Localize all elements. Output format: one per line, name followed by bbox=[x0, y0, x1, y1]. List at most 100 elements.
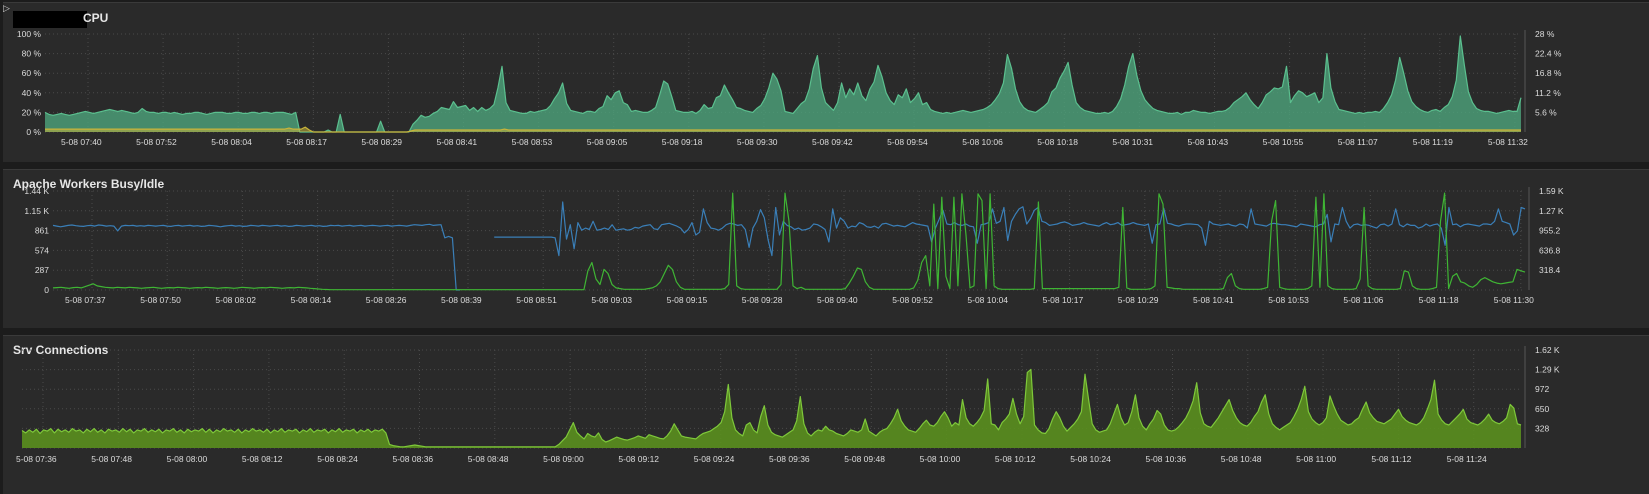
x-tick-label: 5-08 08:36 bbox=[393, 454, 434, 464]
x-tick-label: 5-08 07:40 bbox=[61, 137, 102, 147]
y-tick-left: 574 bbox=[35, 245, 49, 255]
x-tick-label: 5-08 10:18 bbox=[1037, 137, 1078, 147]
y-tick-right: 28 % bbox=[1535, 29, 1555, 39]
x-tick-label: 5-08 07:52 bbox=[136, 137, 177, 147]
y-tick-right: 11.2 % bbox=[1535, 88, 1561, 98]
x-tick-label: 5-08 08:14 bbox=[291, 295, 332, 305]
x-tick-label: 5-08 11:19 bbox=[1413, 137, 1453, 147]
x-tick-label: 5-08 10:06 bbox=[962, 137, 1003, 147]
y-tick-left: 287 bbox=[35, 265, 49, 275]
y-tick-left: 100 % bbox=[17, 29, 42, 39]
x-tick-label: 5-08 10:04 bbox=[967, 295, 1008, 305]
y-tick-right: 1.27 K bbox=[1539, 206, 1564, 216]
x-tick-label: 5-08 11:06 bbox=[1343, 295, 1383, 305]
x-tick-label: 5-08 10:00 bbox=[920, 454, 961, 464]
x-tick-label: 5-08 09:40 bbox=[817, 295, 858, 305]
x-tick-label: 5-08 09:05 bbox=[587, 137, 628, 147]
x-tick-label: 5-08 09:54 bbox=[887, 137, 928, 147]
panel-title: Srv Connections bbox=[13, 343, 109, 357]
panel-title: Apache Workers Busy/Idle bbox=[13, 177, 165, 191]
x-tick-label: 5-08 10:17 bbox=[1043, 295, 1084, 305]
x-tick-label: 5-08 11:12 bbox=[1371, 454, 1411, 464]
x-tick-label: 5-08 10:29 bbox=[1118, 295, 1159, 305]
x-tick-label: 5-08 11:00 bbox=[1296, 454, 1336, 464]
x-tick-label: 5-08 08:39 bbox=[441, 295, 482, 305]
x-tick-label: 5-08 09:03 bbox=[591, 295, 632, 305]
x-tick-label: 5-08 10:41 bbox=[1193, 295, 1234, 305]
collapse-triangle-icon[interactable]: ▷ bbox=[3, 3, 10, 13]
y-tick-left: 1.15 K bbox=[24, 206, 49, 216]
x-tick-label: 5-08 11:18 bbox=[1419, 295, 1459, 305]
x-tick-label: 5-08 11:07 bbox=[1338, 137, 1378, 147]
x-tick-label: 5-08 08:00 bbox=[167, 454, 208, 464]
x-tick-label: 5-08 11:32 bbox=[1488, 137, 1528, 147]
x-tick-label: 5-08 08:04 bbox=[211, 137, 252, 147]
x-tick-label: 5-08 10:48 bbox=[1221, 454, 1262, 464]
y-tick-right: 1.62 K bbox=[1535, 345, 1560, 355]
x-tick-label: 5-08 07:37 bbox=[65, 295, 106, 305]
x-tick-label: 5-08 09:36 bbox=[769, 454, 810, 464]
x-tick-label: 5-08 09:48 bbox=[844, 454, 885, 464]
x-tick-label: 5-08 10:24 bbox=[1070, 454, 1111, 464]
y-tick-right: 328 bbox=[1535, 423, 1549, 433]
cpu-chart[interactable]: 0 % 20 % 40 % 60 % 80 % 100 % 5.6 % 11.2 % 16.8 … bbox=[3, 3, 1649, 162]
x-tick-label: 5-08 10:55 bbox=[1263, 137, 1304, 147]
srv-connections-panel: Srv Connections 328 650 972 1.29 K 1.62 K 5-0… bbox=[3, 335, 1649, 494]
x-tick-label: 5-08 09:00 bbox=[543, 454, 584, 464]
x-tick-label: 5-08 08:53 bbox=[512, 137, 553, 147]
series-line-0 bbox=[494, 201, 1526, 257]
x-tick-label: 5-08 09:12 bbox=[618, 454, 659, 464]
y-tick-left: 0 % bbox=[26, 127, 41, 137]
series-line-0 bbox=[52, 223, 460, 291]
y-tick-right: 1.59 K bbox=[1539, 186, 1564, 196]
y-tick-right: 22.4 % bbox=[1535, 49, 1562, 59]
x-tick-label: 5-08 10:36 bbox=[1146, 454, 1187, 464]
x-tick-label: 5-08 08:48 bbox=[468, 454, 509, 464]
y-tick-right: 650 bbox=[1535, 404, 1549, 414]
x-tick-label: 5-08 10:43 bbox=[1188, 137, 1229, 147]
y-tick-right: 16.8 % bbox=[1535, 68, 1562, 78]
y-tick-left: 0 bbox=[44, 285, 49, 295]
series-area-0 bbox=[45, 36, 1521, 132]
series-line-1 bbox=[45, 126, 1521, 133]
x-tick-label: 5-08 08:17 bbox=[286, 137, 327, 147]
y-tick-right: 5.6 % bbox=[1535, 107, 1557, 117]
x-tick-label: 5-08 07:48 bbox=[91, 454, 132, 464]
y-tick-right: 955.2 bbox=[1539, 226, 1561, 236]
x-tick-label: 5-08 08:51 bbox=[516, 295, 557, 305]
apache-workers-panel: Apache Workers Busy/Idle 0 287 574 861 1.15 … bbox=[3, 169, 1649, 328]
x-tick-label: 5-08 09:30 bbox=[737, 137, 778, 147]
srv-connections-chart[interactable]: 328 650 972 1.29 K 1.62 K 5-08 07:36 5-08 07:4… bbox=[3, 336, 1649, 494]
x-tick-label: 5-08 08:29 bbox=[361, 137, 402, 147]
redacted-hostname bbox=[13, 11, 87, 28]
series-line-0 bbox=[44, 35, 1522, 133]
y-tick-right: 636.8 bbox=[1539, 245, 1561, 255]
y-tick-right: 972 bbox=[1535, 384, 1549, 394]
x-tick-label: 5-08 11:24 bbox=[1447, 454, 1487, 464]
x-tick-label: 5-08 07:36 bbox=[16, 454, 57, 464]
x-tick-label: 5-08 08:02 bbox=[215, 295, 256, 305]
x-tick-label: 5-08 09:52 bbox=[892, 295, 933, 305]
x-tick-label: 5-08 08:41 bbox=[437, 137, 478, 147]
x-tick-label: 5-08 08:24 bbox=[317, 454, 358, 464]
x-tick-label: 5-08 08:26 bbox=[366, 295, 407, 305]
x-tick-label: 5-08 09:15 bbox=[667, 295, 708, 305]
panel-title: CPU bbox=[83, 11, 109, 25]
x-tick-label: 5-08 09:28 bbox=[742, 295, 783, 305]
x-tick-label: 5-08 10:12 bbox=[995, 454, 1036, 464]
x-tick-label: 5-08 10:53 bbox=[1268, 295, 1309, 305]
y-tick-left: 1.44 K bbox=[24, 186, 49, 196]
y-tick-left: 20 % bbox=[22, 107, 42, 117]
y-tick-left: 40 % bbox=[22, 88, 42, 98]
apache-workers-chart[interactable]: 0 287 574 861 1.15 K 1.44 K 318.4 636.8 955.2 1.2… bbox=[3, 170, 1649, 328]
y-tick-left: 80 % bbox=[22, 49, 42, 59]
series-line-1 bbox=[52, 192, 1526, 291]
x-tick-label: 5-08 11:30 bbox=[1494, 295, 1534, 305]
y-tick-right: 1.29 K bbox=[1535, 365, 1560, 375]
series-area-0 bbox=[22, 369, 1521, 448]
series-line-0 bbox=[21, 368, 1522, 448]
x-tick-label: 5-08 07:50 bbox=[140, 295, 181, 305]
y-tick-left: 861 bbox=[35, 226, 49, 236]
x-tick-label: 5-08 08:12 bbox=[242, 454, 283, 464]
cpu-panel: ▷ CPU 0 % 20 % 40 % 60 % 80 % 100 % 5.6 % 11.2 … bbox=[3, 2, 1649, 162]
